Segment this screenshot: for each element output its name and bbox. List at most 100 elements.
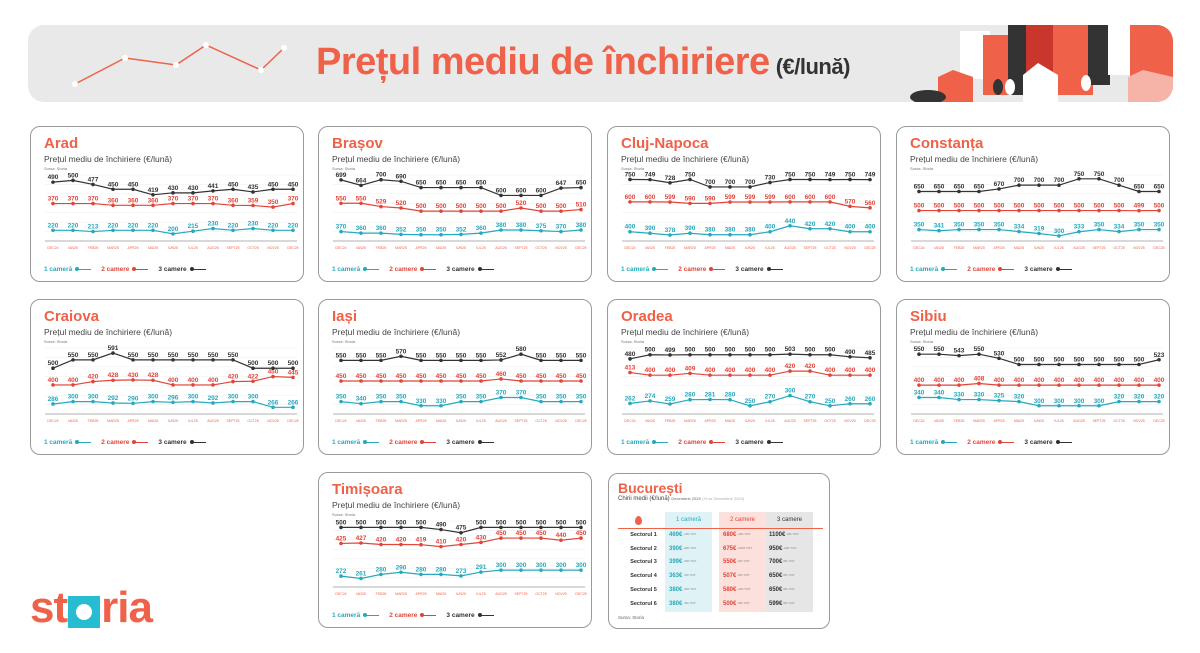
price-cell: 700€0% YOY	[769, 559, 795, 565]
svg-text:500: 500	[1114, 203, 1125, 210]
price-value: 363€	[669, 573, 683, 580]
svg-text:320: 320	[1134, 394, 1145, 401]
svg-text:APR25: APR25	[415, 592, 426, 596]
svg-text:400: 400	[934, 377, 945, 384]
svg-text:FEB25: FEB25	[665, 246, 676, 250]
svg-text:MAR25: MAR25	[684, 419, 696, 423]
svg-text:DEC25: DEC25	[575, 419, 586, 423]
table-subtitle: Chirii medii (€/lună) Decembrie 2025 (% …	[618, 496, 744, 502]
svg-text:600: 600	[805, 194, 816, 201]
svg-text:445: 445	[288, 369, 299, 376]
svg-text:350: 350	[576, 394, 587, 401]
svg-text:450: 450	[268, 369, 279, 376]
sector-label: Sectorul 4	[630, 573, 657, 580]
legend-label: 2 camere	[389, 612, 418, 619]
legend-2-rooms: 2 camere	[389, 266, 437, 273]
city-title: Cluj-Napoca	[621, 135, 709, 152]
svg-text:500: 500	[1074, 203, 1085, 210]
svg-text:350: 350	[914, 222, 925, 229]
yoy-change: 0% YOY	[783, 586, 795, 591]
chart-legend: 1 cameră 2 camere 3 camere	[910, 439, 1072, 446]
svg-text:750: 750	[625, 171, 636, 178]
legend-line-icon	[998, 267, 1015, 271]
svg-text:MAR25: MAR25	[973, 246, 985, 250]
city-title: București	[618, 480, 683, 496]
svg-text:300: 300	[1094, 398, 1105, 405]
line-chart: 340 340 330 330 325 320 300 300 300 300 320 320 320 4…	[911, 346, 1165, 423]
svg-text:340: 340	[356, 396, 367, 403]
legend-line-icon	[1055, 267, 1072, 271]
svg-text:280: 280	[416, 566, 427, 573]
svg-text:750: 750	[1074, 171, 1085, 178]
svg-text:IUL25: IUL25	[188, 246, 197, 250]
header-1-room: 1 cameră	[675, 517, 701, 523]
svg-text:350: 350	[994, 222, 1005, 229]
legend-label: 3 camere	[1024, 439, 1053, 446]
chart-legend: 1 cameră 2 camere 3 camere	[332, 612, 494, 619]
svg-text:350: 350	[954, 222, 965, 229]
svg-text:550: 550	[148, 352, 159, 359]
svg-text:259: 259	[665, 396, 676, 403]
legend-2-rooms: 2 camere	[678, 266, 726, 273]
svg-text:700: 700	[705, 179, 716, 186]
svg-text:350: 350	[1154, 222, 1165, 229]
svg-text:700: 700	[376, 172, 387, 179]
svg-text:IUL25: IUL25	[1054, 419, 1063, 423]
svg-text:500: 500	[685, 347, 696, 354]
svg-text:359: 359	[248, 198, 259, 205]
svg-text:550: 550	[68, 352, 79, 359]
svg-text:262: 262	[625, 395, 636, 402]
price-cell: 507€-2% YOY	[723, 573, 750, 579]
chart-subtitle: Prețul mediu de închiriere (€/lună)	[910, 154, 1039, 164]
svg-text:419: 419	[416, 537, 427, 544]
legend-label: 2 camere	[101, 439, 130, 446]
table-row: Sectorul 2 390€+8% YOY 675€+12% YOY 950€+6%…	[609, 546, 829, 560]
svg-text:400: 400	[725, 367, 736, 374]
svg-text:281: 281	[705, 391, 716, 398]
location-pin-icon	[635, 516, 642, 525]
svg-text:500: 500	[336, 519, 347, 526]
svg-text:FEB25: FEB25	[88, 419, 99, 423]
svg-text:650: 650	[576, 180, 587, 187]
svg-text:450: 450	[536, 530, 547, 537]
svg-text:400: 400	[1074, 377, 1085, 384]
svg-text:400: 400	[1014, 377, 1025, 384]
svg-text:460: 460	[496, 371, 507, 378]
svg-text:NOV25: NOV25	[267, 419, 279, 423]
svg-text:MAR25: MAR25	[107, 419, 119, 423]
svg-text:378: 378	[665, 227, 676, 234]
svg-text:500: 500	[1094, 203, 1105, 210]
svg-text:450: 450	[556, 373, 567, 380]
svg-text:420: 420	[88, 374, 99, 381]
logo-text-pre: st	[30, 583, 68, 632]
svg-text:490: 490	[436, 522, 447, 529]
svg-text:FEB25: FEB25	[376, 592, 387, 596]
svg-text:220: 220	[268, 222, 279, 229]
price-cell: 399€+5% YOY	[669, 559, 697, 565]
table-row: Sectorul 4 363€-1% YOY 507€-2% YOY 650€0% Y…	[609, 573, 829, 587]
svg-text:300: 300	[496, 562, 507, 569]
svg-text:550: 550	[576, 352, 587, 359]
legend-line-icon	[652, 267, 669, 271]
svg-text:647: 647	[556, 180, 567, 187]
svg-text:OCT25: OCT25	[1113, 246, 1124, 250]
chart-legend: 1 cameră 2 camere 3 camere	[910, 266, 1072, 273]
yoy-change: -2% YOY	[737, 559, 750, 564]
svg-text:350: 350	[1134, 222, 1145, 229]
svg-text:AUG25: AUG25	[784, 419, 796, 423]
svg-text:370: 370	[516, 390, 527, 397]
line-chart: 350 340 350 350 330 330 350 350 370 370 350 350 350 4…	[333, 346, 587, 423]
svg-text:500: 500	[536, 203, 547, 210]
legend-line-icon	[709, 267, 726, 271]
price-value: 650€	[769, 573, 783, 580]
svg-text:215: 215	[188, 223, 199, 230]
svg-text:370: 370	[188, 196, 199, 203]
svg-text:370: 370	[336, 224, 347, 231]
svg-text:560: 560	[865, 200, 876, 207]
svg-text:550: 550	[356, 352, 367, 359]
subtitle-date: Decembrie 2025	[671, 496, 701, 501]
svg-text:IAN25: IAN25	[934, 246, 944, 250]
yoy-change: +4% YOY	[683, 532, 697, 536]
svg-text:MAR25: MAR25	[107, 246, 119, 250]
legend-line-icon	[941, 440, 958, 444]
